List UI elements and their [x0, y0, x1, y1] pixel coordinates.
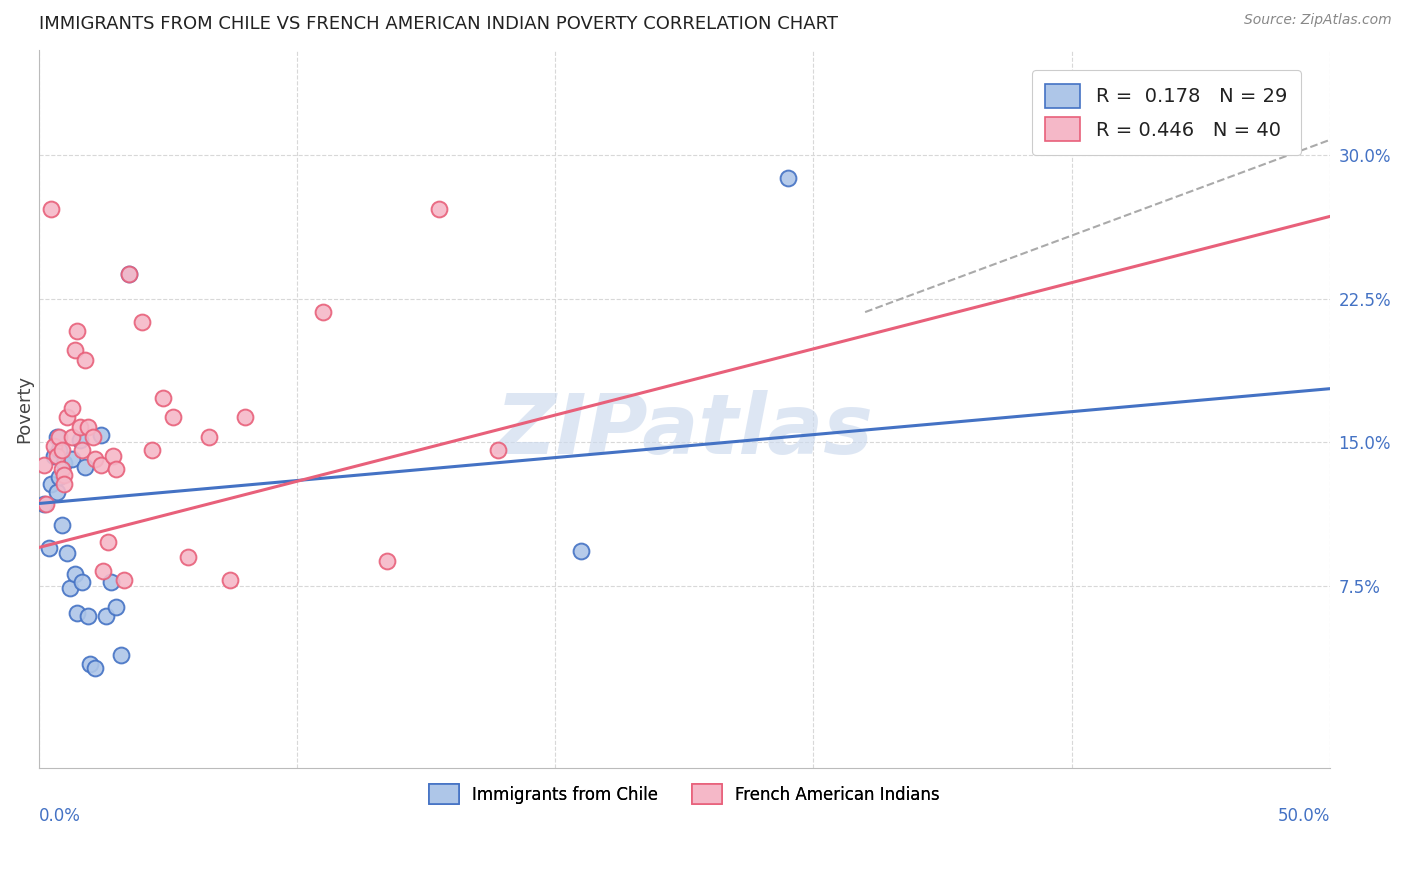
Text: 50.0%: 50.0% [1278, 807, 1330, 825]
Point [63, 343, 86, 358]
Point [84, 661, 107, 675]
Point [84, 452, 107, 467]
Point [486, 442, 509, 457]
Point [45, 485, 67, 500]
Point [41, 477, 63, 491]
Point [198, 429, 221, 443]
Legend: Immigrants from Chile, French American Indians: Immigrants from Chile, French American I… [422, 778, 946, 811]
Point [162, 410, 184, 425]
Point [51, 517, 73, 532]
Point [53, 477, 76, 491]
Point [776, 171, 799, 186]
Text: IMMIGRANTS FROM CHILE VS FRENCH AMERICAN INDIAN POVERTY CORRELATION CHART: IMMIGRANTS FROM CHILE VS FRENCH AMERICAN… [38, 15, 838, 33]
Point [73, 353, 96, 368]
Text: Source: ZipAtlas.com: Source: ZipAtlas.com [1244, 13, 1392, 28]
Point [233, 410, 256, 425]
Point [45, 449, 67, 463]
Point [48, 469, 70, 483]
Point [51, 462, 73, 476]
Point [131, 315, 153, 329]
Point [312, 305, 335, 319]
Point [53, 456, 76, 470]
Point [35, 496, 58, 510]
Point [105, 599, 128, 614]
Point [42, 449, 65, 463]
Point [90, 427, 112, 442]
Point [66, 324, 89, 338]
Point [42, 439, 65, 453]
Point [56, 546, 79, 560]
Point [105, 462, 128, 476]
Point [79, 657, 101, 672]
Point [32, 496, 55, 510]
Point [38, 541, 60, 555]
Point [32, 458, 55, 473]
Point [45, 429, 67, 443]
Point [76, 420, 98, 434]
Point [53, 467, 76, 482]
Text: ZIPatlas: ZIPatlas [495, 390, 873, 471]
Point [69, 420, 91, 434]
Point [73, 460, 96, 475]
Point [72, 442, 94, 457]
Point [118, 267, 141, 281]
Point [56, 410, 79, 425]
Point [58, 581, 80, 595]
Point [48, 429, 70, 443]
Point [51, 442, 73, 457]
Y-axis label: Poverty: Poverty [15, 375, 32, 442]
Point [110, 648, 132, 662]
Point [72, 574, 94, 589]
Point [60, 401, 83, 415]
Point [91, 564, 114, 578]
Point [48, 442, 70, 457]
Point [100, 574, 122, 589]
Point [69, 434, 91, 448]
Point [177, 550, 200, 565]
Point [103, 449, 125, 463]
Point [82, 429, 104, 443]
Point [427, 202, 450, 216]
Point [41, 202, 63, 216]
Point [112, 573, 135, 587]
Point [569, 544, 592, 558]
Point [76, 609, 98, 624]
Point [118, 267, 141, 281]
Point [94, 609, 117, 624]
Text: 0.0%: 0.0% [38, 807, 80, 825]
Point [97, 534, 120, 549]
Point [66, 606, 89, 620]
Point [63, 567, 86, 582]
Point [152, 391, 174, 405]
Point [375, 554, 398, 568]
Point [218, 573, 240, 587]
Point [90, 458, 112, 473]
Point [60, 452, 83, 467]
Point [141, 442, 163, 457]
Point [60, 429, 83, 443]
